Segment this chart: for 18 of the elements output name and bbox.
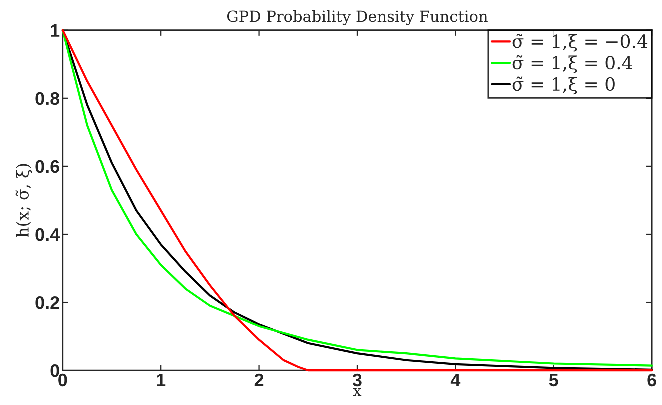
y-tick-label: 0.4 bbox=[36, 228, 60, 242]
legend-label: σ̃ = 1,ξ = 0 bbox=[512, 76, 615, 95]
x-tick-label: 6 bbox=[648, 374, 656, 387]
legend-label: σ̃ = 1,ξ = 0.4 bbox=[512, 55, 632, 74]
x-tick-label: 3 bbox=[352, 374, 362, 387]
y-axis-title: h(x; σ̃, ξ) bbox=[16, 164, 32, 238]
x-axis-title: x bbox=[353, 388, 362, 396]
x-tick-label: 5 bbox=[549, 374, 558, 387]
y-tick-label: 0.6 bbox=[36, 160, 60, 174]
legend-label: σ̃ = 1,ξ = −0.4 bbox=[512, 34, 648, 52]
y-tick-label: 0.8 bbox=[36, 92, 60, 106]
y-tick-label: 0 bbox=[50, 364, 60, 378]
x-tick-label: 1 bbox=[157, 374, 166, 386]
x-tick-label: 2 bbox=[254, 374, 264, 386]
y-tick-label: 0.2 bbox=[36, 296, 60, 310]
x-tick-label: 4 bbox=[450, 374, 461, 386]
y-tick-label: 1 bbox=[51, 24, 60, 37]
chart-title: GPD Probability Density Function bbox=[227, 10, 488, 26]
